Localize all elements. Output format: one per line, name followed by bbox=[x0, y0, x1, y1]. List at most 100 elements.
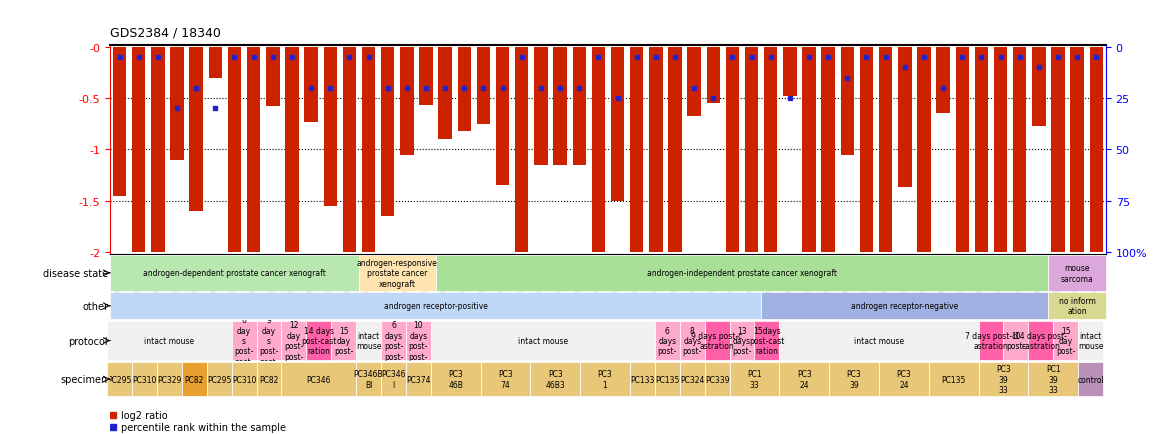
Bar bbox=[331, 321, 357, 361]
Bar bbox=[655, 321, 680, 361]
Text: intact mouse: intact mouse bbox=[853, 336, 904, 345]
Bar bbox=[281, 321, 307, 361]
Bar bbox=[706, 48, 720, 104]
Bar bbox=[979, 321, 1004, 361]
Text: PC135: PC135 bbox=[941, 375, 966, 384]
Bar bbox=[610, 48, 624, 201]
Bar bbox=[110, 293, 761, 320]
Bar bbox=[979, 362, 1028, 396]
Bar bbox=[435, 255, 1048, 291]
Bar bbox=[899, 48, 911, 188]
Bar bbox=[755, 321, 779, 361]
Text: PC346: PC346 bbox=[307, 375, 331, 384]
Text: androgen-responsive
prostate cancer
xenograft: androgen-responsive prostate cancer xeno… bbox=[357, 258, 438, 288]
Text: androgen receptor-positive: androgen receptor-positive bbox=[383, 302, 488, 311]
Bar bbox=[592, 48, 606, 253]
Bar bbox=[929, 362, 979, 396]
Bar bbox=[232, 321, 257, 361]
Bar bbox=[208, 48, 222, 79]
Bar bbox=[361, 48, 375, 253]
Bar bbox=[705, 362, 730, 396]
Bar bbox=[152, 48, 164, 253]
Bar bbox=[530, 362, 580, 396]
Text: PC329: PC329 bbox=[157, 375, 182, 384]
Bar bbox=[477, 48, 490, 125]
Bar bbox=[515, 48, 528, 253]
Bar bbox=[688, 48, 701, 116]
Text: specimen: specimen bbox=[61, 374, 108, 384]
Bar bbox=[668, 48, 682, 253]
Bar bbox=[630, 362, 655, 396]
Bar bbox=[1028, 321, 1054, 361]
Text: disease state: disease state bbox=[43, 268, 108, 278]
Text: PC346
I: PC346 I bbox=[381, 369, 405, 389]
Bar bbox=[381, 362, 406, 396]
Bar bbox=[307, 321, 331, 361]
Text: PC310: PC310 bbox=[132, 375, 156, 384]
Text: 14 days post-
castration: 14 days post- castration bbox=[1014, 331, 1067, 350]
Bar bbox=[580, 362, 630, 396]
Text: intact mouse: intact mouse bbox=[518, 336, 567, 345]
Bar bbox=[439, 48, 452, 140]
Bar bbox=[680, 321, 705, 361]
Bar bbox=[730, 362, 779, 396]
Bar bbox=[232, 362, 257, 396]
Bar bbox=[170, 48, 184, 160]
Bar bbox=[343, 48, 357, 253]
Bar bbox=[406, 321, 431, 361]
Bar bbox=[359, 255, 435, 291]
Bar bbox=[779, 321, 979, 361]
Bar bbox=[132, 48, 146, 253]
Text: PC3
46B3: PC3 46B3 bbox=[545, 369, 565, 389]
Text: protocol: protocol bbox=[68, 336, 108, 346]
Bar bbox=[1051, 48, 1064, 253]
Text: percentile rank within the sample: percentile rank within the sample bbox=[122, 422, 286, 431]
Bar bbox=[110, 255, 359, 291]
Text: 13
days
post-: 13 days post- bbox=[732, 326, 752, 355]
Bar bbox=[112, 48, 126, 196]
Text: PC3
46B: PC3 46B bbox=[448, 369, 463, 389]
Text: PC346B
BI: PC346B BI bbox=[353, 369, 383, 389]
Bar bbox=[1070, 48, 1084, 253]
Bar bbox=[257, 362, 281, 396]
Text: 15
day
post-: 15 day post- bbox=[334, 326, 353, 355]
Bar bbox=[108, 321, 232, 361]
Text: PC3
1: PC3 1 bbox=[598, 369, 613, 389]
Bar bbox=[572, 48, 586, 165]
Bar bbox=[1032, 48, 1046, 126]
Text: androgen-independent prostate cancer xenograft: androgen-independent prostate cancer xen… bbox=[647, 269, 837, 278]
Bar bbox=[680, 362, 705, 396]
Bar bbox=[1028, 362, 1078, 396]
Bar bbox=[357, 362, 381, 396]
Bar bbox=[730, 321, 755, 361]
Bar bbox=[285, 48, 299, 253]
Bar bbox=[381, 321, 406, 361]
Bar bbox=[1048, 293, 1106, 320]
Bar bbox=[496, 48, 510, 186]
Text: PC3
39: PC3 39 bbox=[846, 369, 862, 389]
Text: PC82: PC82 bbox=[259, 375, 279, 384]
Bar bbox=[228, 48, 241, 253]
Bar bbox=[481, 362, 530, 396]
Text: PC3
24: PC3 24 bbox=[896, 369, 911, 389]
Text: intact mouse: intact mouse bbox=[145, 336, 195, 345]
Bar bbox=[534, 48, 548, 165]
Bar bbox=[182, 362, 207, 396]
Bar bbox=[401, 48, 413, 155]
Text: no inform
ation: no inform ation bbox=[1058, 296, 1095, 316]
Bar bbox=[745, 48, 758, 253]
Bar bbox=[281, 362, 357, 396]
Text: control: control bbox=[1077, 375, 1104, 384]
Bar bbox=[554, 48, 566, 165]
Bar bbox=[357, 321, 381, 361]
Bar bbox=[431, 362, 481, 396]
Bar bbox=[937, 48, 950, 114]
Text: 15
day
post-: 15 day post- bbox=[1056, 326, 1076, 355]
Bar bbox=[705, 321, 730, 361]
Text: PC295: PC295 bbox=[207, 375, 232, 384]
Text: 10
post-: 10 post- bbox=[1006, 331, 1026, 350]
Text: 10
days
post-
post-: 10 days post- post- bbox=[409, 321, 428, 361]
Bar bbox=[630, 48, 644, 253]
Bar bbox=[457, 48, 471, 132]
Bar bbox=[764, 48, 777, 253]
